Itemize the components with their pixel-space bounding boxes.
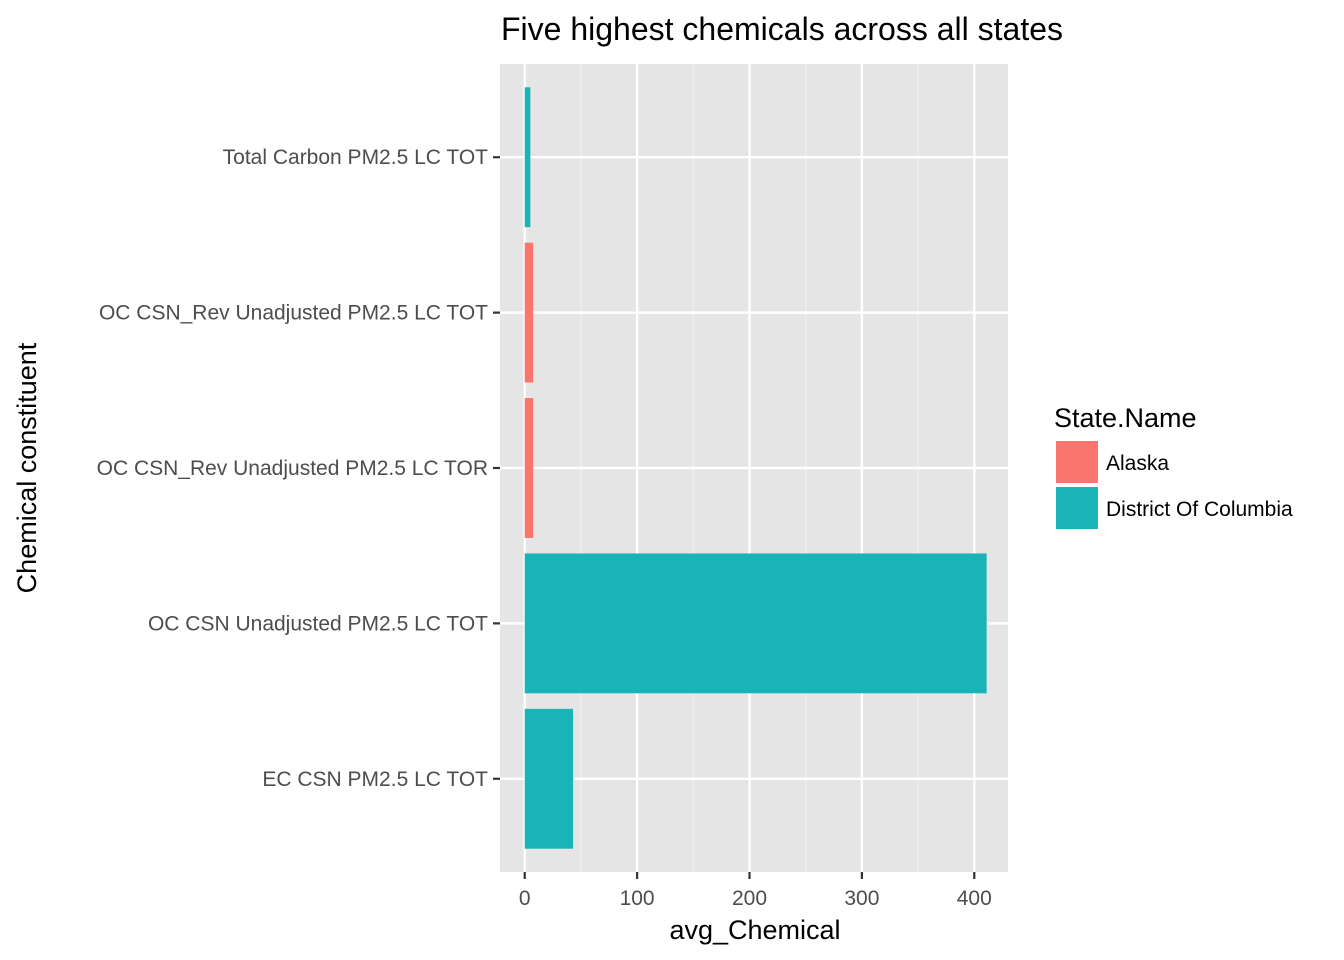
- y-axis-ticks: EC CSN PM2.5 LC TOT OC CSN Unadjusted PM2…: [97, 146, 500, 791]
- x-tick-label: 200: [732, 887, 767, 910]
- x-axis-title: avg_Chemical: [669, 915, 840, 945]
- y-tick-label: OC CSN_Rev Unadjusted PM2.5 LC TOR: [97, 457, 488, 480]
- legend-label: Alaska: [1106, 452, 1169, 475]
- legend-key: [1056, 441, 1098, 483]
- y-tick-label: OC CSN Unadjusted PM2.5 LC TOT: [148, 612, 488, 635]
- y-tick-label: OC CSN_Rev Unadjusted PM2.5 LC TOT: [99, 302, 488, 325]
- bar: [524, 553, 987, 694]
- x-axis-ticks: 0 100 200 300 400: [519, 872, 992, 910]
- legend-label: District Of Columbia: [1106, 498, 1293, 521]
- legend: State.Name Alaska District Of Columbia: [1054, 403, 1293, 529]
- x-tick-label: 100: [620, 887, 655, 910]
- y-tick-label: EC CSN PM2.5 LC TOT: [262, 768, 488, 791]
- legend-key: [1056, 487, 1098, 529]
- bars: [524, 87, 987, 849]
- bar: [524, 87, 531, 228]
- y-axis-title: Chemical constituent: [12, 342, 42, 593]
- legend-items: Alaska District Of Columbia: [1056, 441, 1293, 529]
- bar: [524, 398, 534, 538]
- legend-title: State.Name: [1054, 403, 1197, 433]
- chart-title: Five highest chemicals across all states: [501, 11, 1063, 47]
- bar: [524, 242, 534, 383]
- x-tick-label: 400: [957, 887, 992, 910]
- x-tick-label: 0: [519, 887, 531, 910]
- x-tick-label: 300: [844, 887, 879, 910]
- y-tick-label: Total Carbon PM2.5 LC TOT: [223, 146, 489, 169]
- bar: [524, 708, 574, 849]
